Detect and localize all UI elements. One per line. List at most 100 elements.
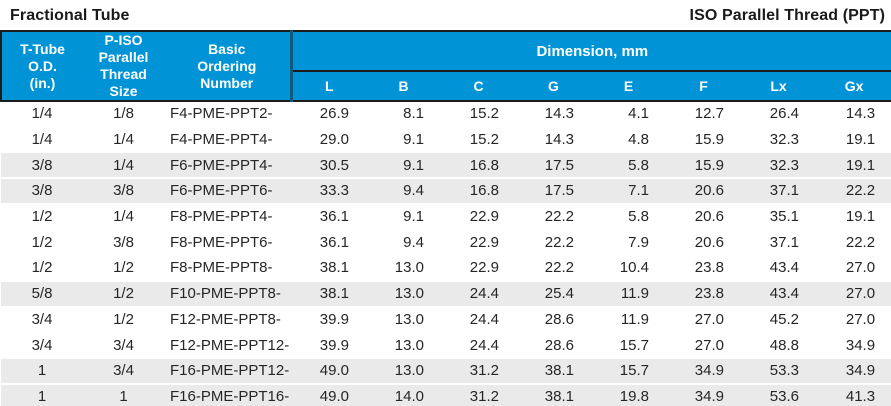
- dim-cell: 23.8: [666, 255, 741, 282]
- thread-cell: 3/8: [83, 178, 164, 205]
- dim-cell: 31.2: [441, 383, 516, 406]
- od-cell: 5/8: [1, 280, 83, 308]
- dim-cell: 12.7: [666, 101, 741, 128]
- table-row: 3/4 1/2 F12-PME-PPT8- 39.9 13.0 24.4 28.…: [1, 306, 891, 334]
- od-cell: 1/4: [1, 126, 83, 154]
- thread-cell: 1/2: [83, 306, 164, 334]
- header-row-dim-columns: L B C G E F Lx Gx: [1, 71, 891, 102]
- dim-cell: 45.2: [741, 306, 816, 334]
- dim-cell: 34.9: [816, 357, 891, 385]
- table-row: 1 3/4 F16-PME-PPT12- 49.0 13.0 31.2 38.1…: [1, 357, 891, 385]
- header-col-F: F: [666, 71, 741, 102]
- table-row: 3/4 3/4 F12-PME-PPT12- 39.9 13.0 24.4 28…: [1, 332, 891, 359]
- dim-cell: 11.9: [591, 306, 666, 334]
- thread-cell: 1/2: [83, 280, 164, 308]
- dim-cell: 26.4: [741, 101, 816, 128]
- thread-cell: 3/8: [83, 229, 164, 257]
- part-number-cell: F10-PME-PPT8-: [164, 280, 291, 308]
- dim-cell: 20.6: [666, 178, 741, 205]
- dim-cell: 49.0: [291, 357, 366, 385]
- dim-cell: 31.2: [441, 357, 516, 385]
- table-row: 5/8 1/2 F10-PME-PPT8- 38.1 13.0 24.4 25.…: [1, 280, 891, 308]
- dim-cell: 14.0: [366, 383, 441, 406]
- dim-cell: 13.0: [366, 306, 441, 334]
- dim-cell: 24.4: [441, 280, 516, 308]
- dim-cell: 22.2: [516, 255, 591, 282]
- header-col-C: C: [441, 71, 516, 102]
- dim-cell: 38.1: [291, 280, 366, 308]
- dim-cell: 36.1: [291, 229, 366, 257]
- dim-cell: 13.0: [366, 255, 441, 282]
- od-cell: 3/4: [1, 306, 83, 334]
- dim-cell: 22.9: [441, 255, 516, 282]
- od-cell: 1: [1, 357, 83, 385]
- dim-cell: 22.9: [441, 229, 516, 257]
- dim-cell: 35.1: [741, 203, 816, 231]
- header-col-G: G: [516, 71, 591, 102]
- dim-cell: 5.8: [591, 203, 666, 231]
- dim-cell: 28.6: [516, 306, 591, 334]
- od-cell: 1/4: [1, 101, 83, 128]
- header-row-main: T-Tube O.D. (in.) P-ISO Parallel Thread …: [0, 29, 891, 102]
- table-row: 3/8 3/8 F6-PME-PPT6- 33.3 9.4 16.8 17.5 …: [1, 178, 891, 205]
- dim-cell: 9.1: [366, 152, 441, 180]
- dim-cell: 53.3: [741, 357, 816, 385]
- dim-cell: 13.0: [366, 357, 441, 385]
- dim-cell: 17.5: [516, 178, 591, 205]
- dim-cell: 22.2: [816, 178, 891, 205]
- part-number-cell: F6-PME-PPT6-: [164, 178, 291, 205]
- header-col-Gx: Gx: [816, 71, 891, 102]
- od-cell: 1: [1, 383, 83, 406]
- dim-cell: 37.1: [741, 178, 816, 205]
- dim-cell: 33.3: [291, 178, 366, 205]
- dim-cell: 5.8: [591, 152, 666, 180]
- dim-cell: 34.9: [816, 332, 891, 359]
- part-number-cell: F8-PME-PPT4-: [164, 203, 291, 231]
- dim-cell: 41.3: [816, 383, 891, 406]
- dim-cell: 39.9: [291, 306, 366, 334]
- dim-cell: 38.1: [291, 255, 366, 282]
- title-fractional-tube: Fractional Tube: [10, 7, 130, 24]
- dim-cell: 15.2: [441, 126, 516, 154]
- dim-cell: 19.1: [816, 152, 891, 180]
- dim-cell: 14.3: [516, 126, 591, 154]
- table-row: 3/8 1/4 F6-PME-PPT4- 30.5 9.1 16.8 17.5 …: [1, 152, 891, 180]
- dim-cell: 7.1: [591, 178, 666, 205]
- thread-cell: 1/8: [83, 101, 164, 128]
- od-cell: 1/2: [1, 255, 83, 282]
- dim-cell: 32.3: [741, 126, 816, 154]
- dim-cell: 20.6: [666, 203, 741, 231]
- part-number-cell: F8-PME-PPT6-: [164, 229, 291, 257]
- dim-cell: 17.5: [516, 152, 591, 180]
- dim-cell: 30.5: [291, 152, 366, 180]
- dim-cell: 38.1: [516, 357, 591, 385]
- dim-cell: 43.4: [741, 280, 816, 308]
- dim-cell: 13.0: [366, 280, 441, 308]
- dim-cell: 4.1: [591, 101, 666, 128]
- header-ordering-number: Basic Ordering Number: [164, 30, 291, 102]
- dim-cell: 15.7: [591, 332, 666, 359]
- part-number-cell: F16-PME-PPT12-: [164, 357, 291, 385]
- table-header: T-Tube O.D. (in.) P-ISO Parallel Thread …: [0, 29, 891, 102]
- dim-cell: 27.0: [816, 255, 891, 282]
- dim-cell: 37.1: [741, 229, 816, 257]
- dim-cell: 20.6: [666, 229, 741, 257]
- dim-cell: 14.3: [816, 101, 891, 128]
- part-number-cell: F12-PME-PPT8-: [164, 306, 291, 334]
- fractional-tube-table: T-Tube O.D. (in.) P-ISO Parallel Thread …: [0, 29, 891, 406]
- thread-cell: 1/4: [83, 126, 164, 154]
- dim-cell: 9.1: [366, 126, 441, 154]
- od-cell: 3/8: [1, 178, 83, 205]
- dim-cell: 9.4: [366, 229, 441, 257]
- dim-cell: 34.9: [666, 357, 741, 385]
- thread-cell: 1/4: [83, 152, 164, 180]
- dim-cell: 27.0: [666, 306, 741, 334]
- dim-cell: 9.1: [366, 203, 441, 231]
- dim-cell: 39.9: [291, 332, 366, 359]
- dim-cell: 14.3: [516, 101, 591, 128]
- header-thread-size: P-ISO Parallel Thread Size: [83, 30, 164, 102]
- dim-cell: 19.8: [591, 383, 666, 406]
- dim-cell: 11.9: [591, 280, 666, 308]
- dim-cell: 9.4: [366, 178, 441, 205]
